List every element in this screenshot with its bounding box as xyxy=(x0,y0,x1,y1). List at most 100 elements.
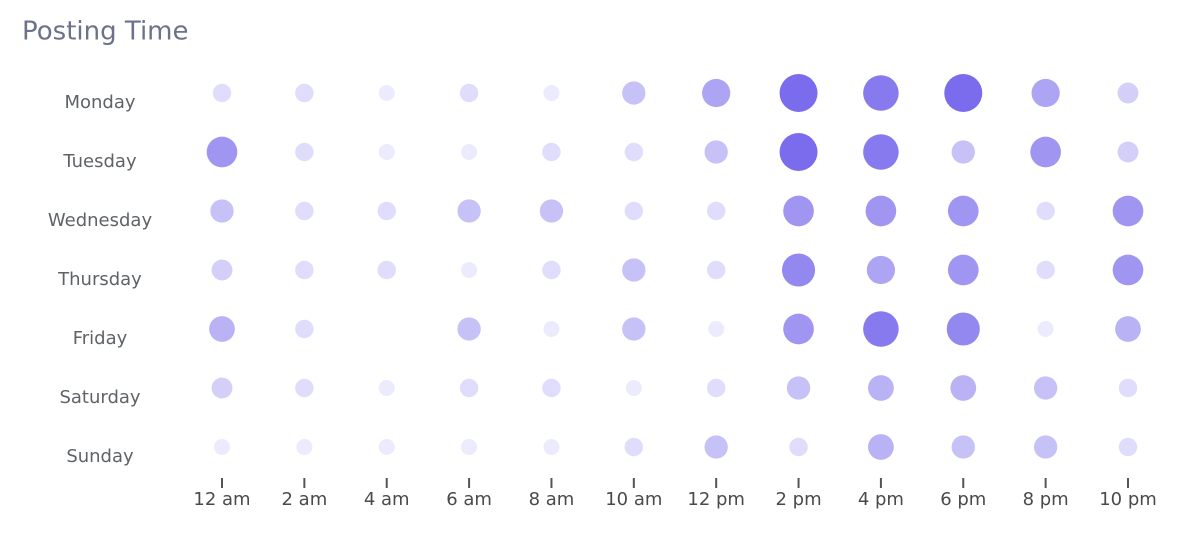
bubble xyxy=(378,85,395,101)
bubble xyxy=(1112,195,1144,227)
bubble xyxy=(704,435,728,459)
bubble xyxy=(1117,141,1139,163)
bubble xyxy=(295,201,314,221)
bubble xyxy=(211,377,233,399)
bubble xyxy=(209,316,235,342)
bubble xyxy=(296,439,313,455)
bubble xyxy=(946,312,980,346)
bubble xyxy=(622,258,646,282)
bubble xyxy=(624,142,644,162)
bubble xyxy=(779,74,818,112)
row-label: Sunday xyxy=(66,446,134,467)
x-tick-label: 4 am xyxy=(364,489,410,510)
row-label: Wednesday xyxy=(48,210,153,231)
bubble xyxy=(779,133,818,171)
bubble xyxy=(459,83,479,103)
bubble xyxy=(951,140,975,164)
bubble xyxy=(461,439,478,455)
bubble xyxy=(781,253,816,287)
bubble xyxy=(863,75,899,111)
bubble xyxy=(461,144,478,160)
bubble xyxy=(461,262,478,278)
bubble xyxy=(1115,316,1141,342)
bubble xyxy=(783,195,814,227)
bubble xyxy=(1031,78,1060,108)
bubble xyxy=(868,375,894,401)
bubble xyxy=(295,83,314,103)
bubble xyxy=(706,260,726,280)
bubble xyxy=(624,201,644,221)
bubble xyxy=(708,321,725,337)
bubble xyxy=(947,254,979,286)
bubble xyxy=(210,199,234,223)
x-tick-label: 10 pm xyxy=(1099,489,1157,510)
bubble xyxy=(1118,437,1138,457)
bubble xyxy=(866,255,896,285)
row-label: Tuesday xyxy=(62,151,137,172)
bubble xyxy=(212,83,232,103)
bubble xyxy=(457,199,481,223)
bubble xyxy=(1033,376,1058,400)
x-tick-label: 12 pm xyxy=(687,489,745,510)
x-tick-label: 8 pm xyxy=(1023,489,1069,510)
bubble xyxy=(378,380,395,396)
bubble xyxy=(944,74,983,112)
x-tick-label: 8 am xyxy=(529,489,575,510)
bubble xyxy=(706,201,726,221)
bubble xyxy=(625,380,642,396)
bubble xyxy=(947,195,979,227)
row-label: Friday xyxy=(73,328,128,349)
chart-title: Posting Time xyxy=(22,17,189,47)
bubble xyxy=(206,136,238,168)
bubble xyxy=(622,317,646,341)
bubble xyxy=(1117,82,1139,104)
bubble xyxy=(1036,201,1055,221)
bubble xyxy=(211,259,233,281)
bubble xyxy=(457,317,481,341)
bubble xyxy=(786,376,811,400)
bubble xyxy=(295,142,314,162)
bubble xyxy=(1118,378,1138,398)
bubble xyxy=(1030,136,1061,168)
bubble xyxy=(378,439,395,455)
bubble xyxy=(1036,260,1055,280)
bubble xyxy=(542,142,561,162)
x-tick-label: 6 pm xyxy=(940,489,986,510)
bubble xyxy=(704,140,728,164)
bubble xyxy=(543,439,560,455)
x-tick-label: 6 am xyxy=(446,489,492,510)
bubble xyxy=(543,85,560,101)
x-tick-label: 4 pm xyxy=(858,489,904,510)
bubble xyxy=(865,195,897,227)
bubble xyxy=(868,434,894,460)
bubble xyxy=(863,134,899,170)
bubble xyxy=(295,260,314,280)
row-label: Monday xyxy=(64,92,135,113)
bubble xyxy=(950,375,977,401)
bubble xyxy=(706,378,726,398)
bubble xyxy=(702,78,731,108)
bubble xyxy=(214,439,230,455)
bubble xyxy=(1112,254,1144,286)
bubble xyxy=(622,81,646,105)
bubble xyxy=(377,260,396,280)
bubble xyxy=(951,435,975,459)
row-label: Saturday xyxy=(59,387,140,408)
bubble xyxy=(295,378,314,398)
row-label: Thursday xyxy=(57,269,142,290)
bubble xyxy=(377,201,396,221)
bubble xyxy=(295,319,314,339)
x-tick-label: 2 am xyxy=(281,489,327,510)
bubble xyxy=(1033,435,1058,459)
bubble xyxy=(789,437,808,457)
x-tick-label: 2 pm xyxy=(775,489,821,510)
bubble xyxy=(543,321,560,337)
bubble xyxy=(542,260,561,280)
x-tick-label: 10 am xyxy=(605,489,662,510)
bubble xyxy=(783,313,814,345)
bubble xyxy=(1037,321,1054,337)
bubble xyxy=(459,378,479,398)
bubble xyxy=(539,199,564,223)
bubble xyxy=(542,378,561,398)
x-tick-label: 12 am xyxy=(193,489,250,510)
